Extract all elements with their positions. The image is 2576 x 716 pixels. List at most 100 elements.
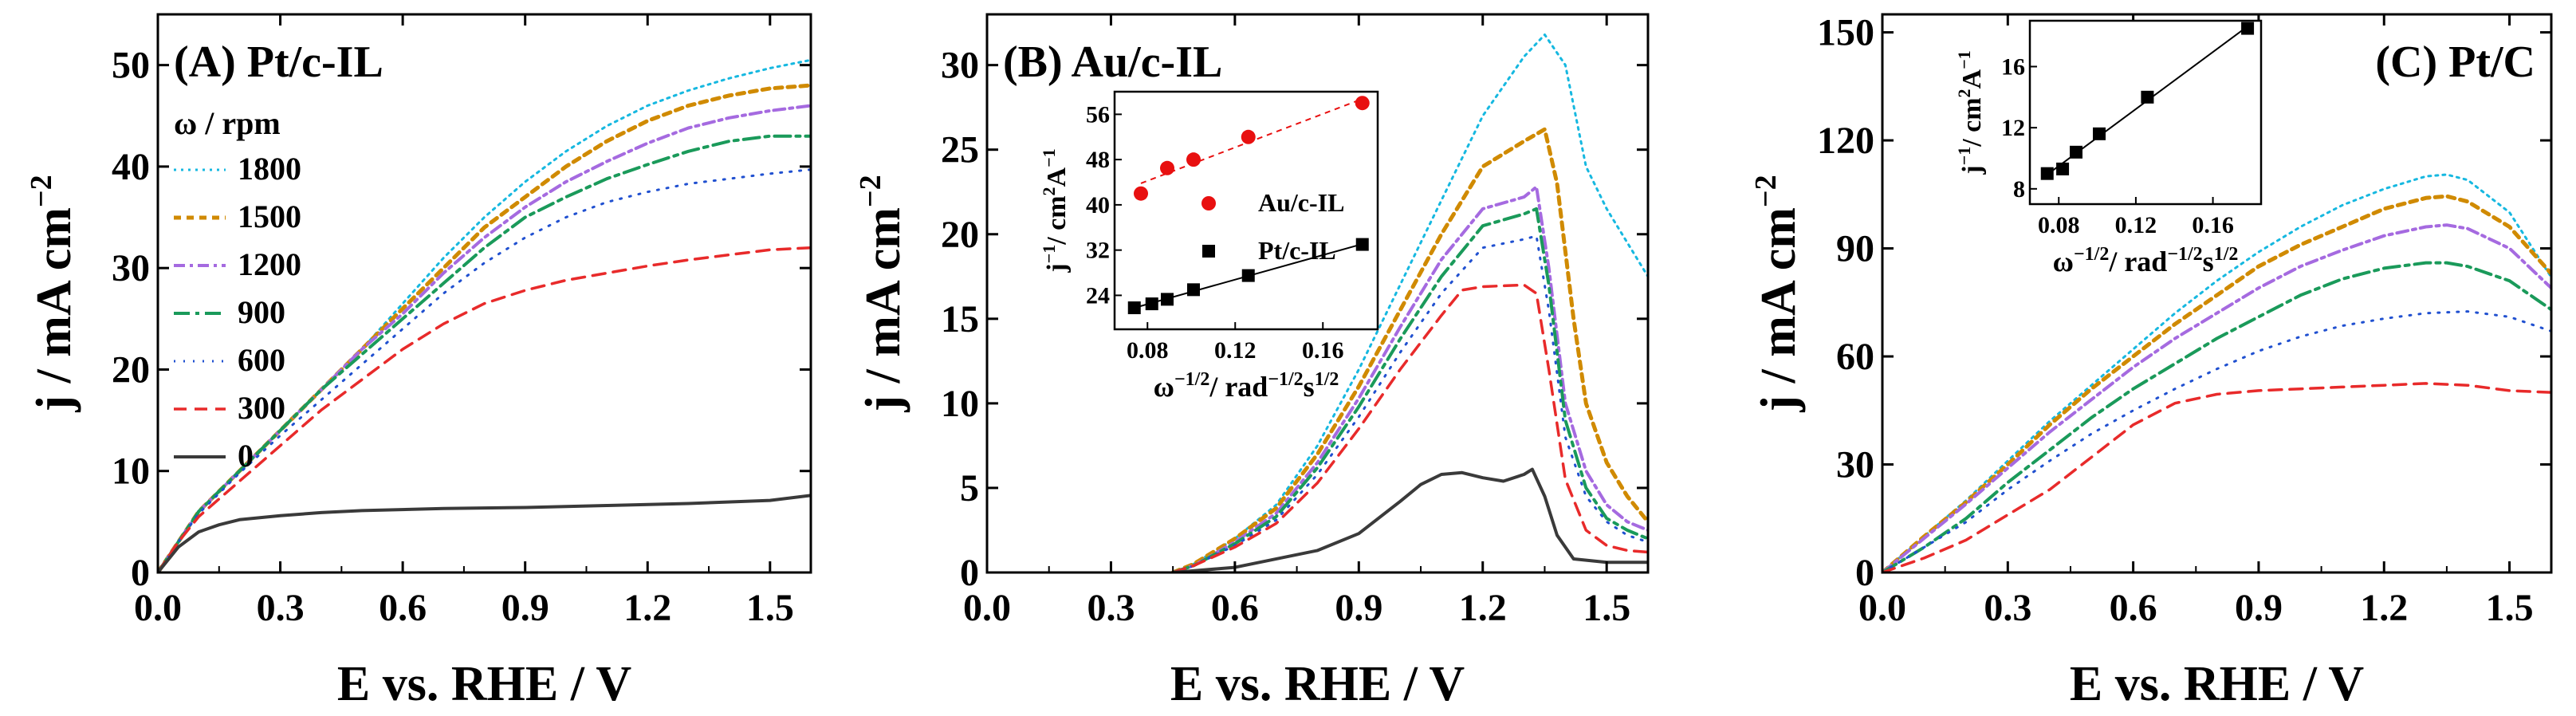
y-tick-label: 10 (112, 450, 150, 493)
label-part: 1/2 (1315, 369, 1339, 390)
inset-y-axis-label: j−1/ cm2A−1 (1954, 50, 1987, 175)
inset-y-tick-label: 32 (1086, 238, 1110, 264)
series-line-300-rpm (1171, 283, 1648, 572)
legend-label: 0 (238, 438, 254, 474)
inset-point-Pt/C (2070, 145, 2082, 159)
label-part: j (1957, 165, 1987, 175)
inset-y-tick-label: 12 (2001, 115, 2025, 141)
series-line-300-rpm (158, 246, 811, 572)
y-axis-label: j / mA cm−2 (854, 175, 910, 412)
y-tick-label: 10 (941, 383, 979, 425)
y-tick-label: 90 (1836, 228, 1874, 270)
label-part: −1 (1039, 148, 1059, 167)
inset-y-tick-label: 40 (1086, 192, 1110, 218)
x-tick-label: 0.9 (501, 587, 549, 629)
inset-point-Pt/c-IL (1161, 293, 1174, 306)
y-tick-label: 15 (941, 298, 979, 340)
y-tick-label: 25 (941, 129, 979, 171)
inset-point-Pt/c-IL (1145, 297, 1158, 311)
label-part: 1/2 (2214, 244, 2239, 265)
label-part: A (1042, 167, 1072, 187)
y-axis-label-text: j / mA cm (856, 207, 910, 413)
inset-y-tick-label: 56 (1086, 101, 1110, 128)
inset-x-axis-label: ω−1/2/ rad−1/2s1/2 (1154, 369, 1339, 403)
label-part: j (1042, 263, 1072, 273)
legend-title: ω / rpm (174, 105, 281, 141)
label-part: −1/2 (2167, 244, 2202, 265)
x-tick-label: 1.2 (623, 587, 671, 629)
plot-frame (985, 13, 1650, 574)
inset-x-tick-label: 0.08 (2038, 212, 2080, 238)
legend-label: 1800 (238, 151, 301, 187)
label-part: / rad (1209, 371, 1268, 403)
y-axis-label-text: j / mA cm (1752, 207, 1806, 413)
x-tick-label: 1.5 (1583, 587, 1630, 629)
inset-legend-label: Pt/c-IL (1258, 236, 1336, 265)
label-part: ω (2053, 246, 2074, 277)
x-tick-label: 0.6 (2110, 587, 2157, 629)
panel-title: (B) Au/c-IL (1003, 37, 1222, 87)
y-tick-label: 150 (1817, 12, 1874, 54)
inset-y-axis-label: j−1/ cm2A−1 (1039, 148, 1072, 273)
y-tick-label: 30 (112, 247, 150, 289)
x-tick-label: 0.6 (379, 587, 427, 629)
panel-title: (C) Pt/C (2375, 37, 2535, 87)
inset-point-Au/c-IL (1355, 96, 1370, 111)
inset-point-Au/c-IL (1160, 160, 1174, 175)
x-tick-label: 0.3 (257, 587, 305, 629)
inset-point-Pt/C (2040, 167, 2054, 180)
inset-point-Au/c-IL (1186, 152, 1201, 167)
label-part: / cm (1042, 195, 1072, 245)
legend-label: 1200 (238, 246, 301, 282)
y-tick-label: 0 (131, 552, 150, 594)
legend-label: 600 (238, 342, 285, 378)
x-axis-label: E vs. RHE / V (1170, 657, 1465, 711)
x-tick-label: 1.2 (2360, 587, 2408, 629)
label-part: 2 (1039, 187, 1059, 195)
inset-y-tick-label: 48 (1086, 147, 1110, 173)
inset-point-Pt/C (2141, 90, 2154, 104)
inset-point-Pt/c-IL (1355, 238, 1369, 251)
y-axis-label-exponent: −2 (854, 175, 887, 207)
inset-legend-marker-Pt/c-IL (1202, 245, 1215, 258)
inset-x-tick-label: 0.12 (1214, 337, 1257, 364)
label-part: ω (1154, 371, 1174, 403)
series-line-0-rpm (158, 494, 811, 572)
series-line-900-rpm (158, 134, 811, 572)
y-axis-label-text: j / mA cm (27, 207, 81, 413)
panel-B: 0.0 0.3 0.6 0.9 1.2 1.5 0 5 10 15 20 25 30 E vs. RHE … (854, 13, 1650, 711)
x-tick-label: 0.0 (1858, 587, 1906, 629)
series-line-1200-rpm (1882, 223, 2551, 572)
label-part: −1/2 (2074, 244, 2109, 265)
y-axis-label: j / mA cm−2 (25, 175, 81, 412)
y-tick-label: 20 (112, 348, 150, 391)
panel-title: (A) Pt/c-IL (174, 37, 383, 87)
label-part: s (2203, 246, 2214, 277)
inset-frame (2028, 19, 2263, 206)
panel-A: 0.0 0.3 0.6 0.9 1.2 1.5 0 10 20 30 40 50 E vs. RHE /… (25, 13, 812, 711)
series-line-900-rpm (1882, 261, 2551, 572)
y-tick-label: 30 (1836, 444, 1874, 486)
legend-label: 300 (238, 390, 285, 426)
inset-point-Pt/c-IL (1187, 283, 1200, 297)
panel-C: 0.0 0.3 0.6 0.9 1.2 1.5 0 30 60 90 120 150 E vs. RHE… (1749, 12, 2553, 711)
inset-legend-label: Au/c-IL (1258, 188, 1344, 217)
series-line-1500-rpm (1882, 194, 2551, 572)
label-part: 2 (1954, 89, 1974, 97)
inset-x-tick-label: 0.08 (1127, 337, 1169, 364)
y-tick-label: 50 (112, 45, 150, 87)
inset-legend-marker-Au/c-IL (1201, 196, 1216, 210)
label-part: A (1957, 69, 1987, 89)
label-part: −1/2 (1174, 369, 1209, 390)
inset-y-tick-label: 16 (2001, 54, 2025, 81)
series-line-0-rpm (1171, 467, 1648, 572)
y-tick-label: 0 (1855, 552, 1874, 594)
inset-point-Au/c-IL (1241, 129, 1256, 144)
x-tick-label: 1.2 (1459, 587, 1507, 629)
inset-point-Pt/c-IL (1127, 301, 1141, 315)
inset-point-Pt/c-IL (1241, 269, 1255, 282)
series-line-300-rpm (1882, 382, 2551, 572)
inset-y-tick-label: 8 (2013, 176, 2025, 203)
inset-y-tick-label: 24 (1086, 282, 1110, 309)
